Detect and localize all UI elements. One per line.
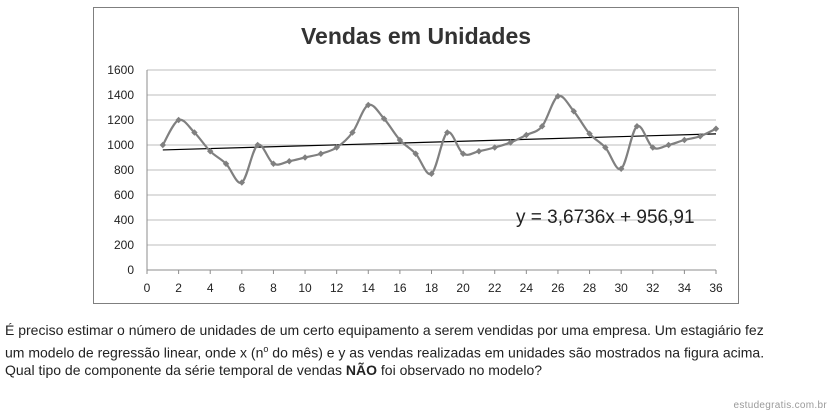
- data-point: [238, 179, 246, 186]
- question-text-1: É preciso estimar o número de unidades d…: [5, 322, 764, 338]
- y-tick-label: 600: [114, 188, 134, 202]
- x-tick-label: 12: [330, 281, 344, 295]
- y-tick-label: 800: [114, 163, 134, 177]
- x-tick-label: 30: [614, 281, 628, 295]
- data-point: [191, 129, 198, 136]
- y-tick-label: 1200: [107, 113, 134, 127]
- x-tick-label: 36: [709, 281, 723, 295]
- x-tick-label: 6: [238, 281, 245, 295]
- x-tick-label: 8: [270, 281, 277, 295]
- data-point: [665, 141, 672, 149]
- chart-title: Vendas em Unidades: [301, 23, 531, 49]
- x-tick-label: 14: [362, 281, 376, 295]
- data-point: [491, 144, 498, 151]
- data-point: [317, 150, 325, 157]
- data-point: [681, 136, 688, 144]
- x-tick-label: 26: [551, 281, 565, 295]
- ordinal-superscript: o: [263, 344, 269, 354]
- x-tick-label: 2: [175, 281, 182, 295]
- y-tick-label: 1000: [107, 138, 134, 152]
- question-line-3: Qual tipo de componente da série tempora…: [5, 361, 831, 380]
- data-point: [396, 136, 404, 144]
- question-text-2a: um modelo de regressão linear, onde x (n: [5, 344, 264, 361]
- data-point: [365, 101, 372, 109]
- x-tick-label: 18: [425, 281, 439, 295]
- question-line-1: É preciso estimar o número de unidades d…: [5, 321, 831, 340]
- series-layer: [159, 93, 720, 186]
- data-point: [712, 125, 720, 132]
- data-point: [554, 93, 562, 100]
- line-chart: Vendas em Unidades 020040060080010001200…: [107, 23, 723, 295]
- data-point: [333, 144, 340, 151]
- x-tick-label: 34: [678, 281, 692, 295]
- question-emphasis: NÃO: [345, 362, 378, 378]
- data-point: [475, 148, 483, 155]
- data-point: [507, 139, 514, 146]
- data-point: [207, 148, 214, 155]
- y-tick-label: 1600: [107, 63, 134, 77]
- watermark: estudegratis.com.br: [733, 400, 827, 411]
- data-point: [159, 141, 167, 149]
- data-point: [586, 130, 593, 137]
- question-line-2: um modelo de regressão linear, onde x (n…: [5, 340, 831, 363]
- data-point: [222, 160, 230, 167]
- y-tick-label: 1400: [107, 88, 134, 102]
- x-tick-label: 22: [488, 281, 502, 295]
- x-tick-label: 10: [298, 281, 312, 295]
- data-point: [538, 123, 546, 130]
- data-point: [301, 154, 309, 161]
- data-point: [175, 116, 182, 124]
- data-point: [412, 150, 419, 157]
- x-tick-label: 32: [646, 281, 660, 295]
- data-point: [696, 133, 704, 140]
- question-text-3a: Qual tipo de componente da série tempora…: [5, 362, 346, 378]
- data-point: [270, 160, 277, 167]
- trendline-equation: y = 3,6736x + 956,91: [516, 207, 695, 228]
- y-tick-label: 200: [114, 238, 134, 252]
- data-point: [633, 123, 641, 130]
- x-tick-label: 16: [393, 281, 407, 295]
- data-point: [459, 150, 467, 157]
- gridlines: [147, 69, 716, 271]
- chart-frame: Vendas em Unidades 0 200 400 600 800 1000 1200…: [93, 7, 739, 304]
- data-point: [570, 108, 577, 115]
- x-tick-label: 24: [520, 281, 534, 295]
- data-point: [286, 158, 293, 165]
- x-tick-label: 0: [144, 281, 151, 295]
- data-point: [428, 170, 435, 177]
- data-point: [380, 115, 388, 122]
- y-tick-label: 400: [114, 213, 134, 227]
- question-text-2b: do mês) e y as vendas realizadas em unid…: [268, 344, 765, 361]
- x-tick-label: 4: [207, 281, 214, 295]
- data-point: [254, 141, 261, 149]
- data-point: [617, 165, 625, 172]
- x-tick-label: 28: [583, 281, 597, 295]
- question-text-3b: foi observado no modelo?: [377, 362, 543, 378]
- y-tick-label: 0: [127, 263, 134, 277]
- data-point: [602, 144, 609, 151]
- x-tick-label: 20: [456, 281, 470, 295]
- data-point: [649, 144, 656, 151]
